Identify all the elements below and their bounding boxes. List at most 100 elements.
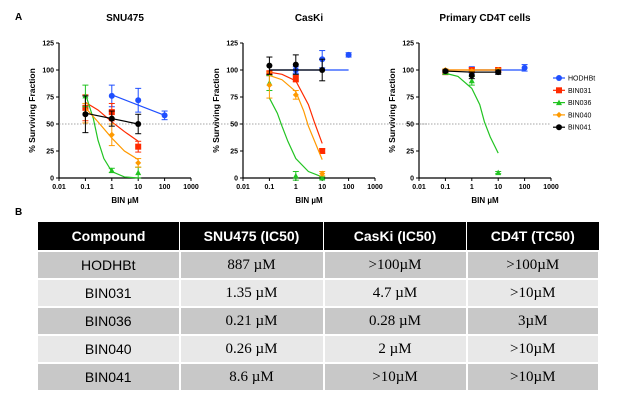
legend-label: BIN041 (568, 125, 591, 132)
value-cell: 887 µM (179, 250, 325, 279)
value-cell: 0.26 µM (179, 334, 325, 363)
legend-marker-circle-icon (556, 75, 562, 81)
compound-cell: BIN041 (38, 362, 181, 390)
data-point (292, 172, 299, 179)
legend-item-bin031: BIN031 (553, 87, 591, 95)
data-point (135, 97, 142, 104)
data-point (292, 61, 299, 68)
value-cell: 0.28 µM (323, 306, 468, 335)
x-tick-label: 0.1 (441, 184, 451, 191)
x-tick-label: 0.01 (52, 184, 66, 191)
panel-label-b: B (15, 207, 23, 218)
chart-2: Primary CD4T cells BIN µM % Surviving Frac… (387, 13, 559, 205)
value-cell: >10µM (323, 362, 468, 390)
y-tick-label: 75 (230, 95, 238, 102)
compound-cell: BIN031 (38, 278, 181, 307)
y-tick-label: 125 (42, 41, 54, 48)
table-row: BIN041 8.6 µM >10µM >10µM (38, 362, 600, 390)
series-hodhbt (108, 84, 168, 121)
x-tick-label: 1 (110, 184, 114, 191)
ic50-table: Compound SNU475 (IC50) CasKi (IC50) CD4T… (38, 222, 600, 390)
y-axis-label: % Surviving Fraction (27, 68, 37, 153)
header-snu475: SNU475 (IC50) (179, 222, 324, 251)
x-tick-label: 0.1 (265, 184, 275, 191)
x-tick-label: 100 (343, 184, 355, 191)
y-tick-label: 25 (406, 149, 414, 156)
x-tick-label: 1 (470, 184, 474, 191)
data-point (495, 69, 502, 76)
y-tick-label: 100 (42, 68, 54, 75)
value-cell: 2 µM (323, 334, 468, 363)
data-point (319, 175, 326, 181)
x-tick-label: 100 (519, 184, 531, 191)
series-bin031 (266, 70, 326, 154)
data-point (135, 143, 142, 150)
x-axis-label: BIN µM (295, 196, 323, 205)
series-bin040 (266, 71, 326, 177)
value-cell: >100µM (466, 250, 600, 279)
y-tick-label: 125 (402, 41, 414, 48)
table-row: HODHBt 887 µM >100µM >100µM (38, 250, 600, 279)
compound-cell: HODHBt (38, 250, 181, 279)
value-cell: >10µM (466, 278, 600, 307)
y-tick-label: 0 (410, 176, 414, 183)
data-point (161, 112, 168, 119)
legend-item-bin040: BIN040 (553, 111, 591, 119)
y-tick-label: 125 (226, 41, 238, 48)
series-bin041 (82, 95, 142, 135)
compound-cell: BIN036 (38, 306, 181, 335)
fit-curve (84, 93, 139, 179)
y-tick-label: 50 (406, 122, 414, 129)
data-point (108, 131, 115, 138)
data-point (442, 68, 449, 75)
y-tick-label: 50 (230, 122, 238, 129)
table-row: BIN040 0.26 µM 2 µM >10µM (38, 334, 600, 363)
value-cell: >100µM (323, 250, 468, 279)
legend-label: HODHBt (568, 76, 595, 83)
y-tick-label: 25 (230, 149, 238, 156)
value-cell: 8.6 µM (179, 362, 325, 390)
data-point (292, 75, 299, 82)
data-point (135, 121, 142, 127)
data-point (495, 169, 502, 176)
data-point (319, 170, 326, 177)
y-tick-label: 0 (234, 176, 238, 183)
x-tick-label: 10 (134, 184, 142, 191)
legend-marker-triangle-icon (556, 99, 562, 106)
legend: HODHBt BIN031 BIN036 BIN040 BIN041 (553, 75, 595, 132)
dose-response-charts: SNU475 BIN µM % Surviving Fraction 0 25 50 75 1… (27, 13, 595, 205)
data-point (521, 64, 528, 71)
header-compound: Compound (38, 222, 180, 251)
x-tick-label: 10 (494, 184, 502, 191)
data-point (345, 51, 352, 58)
series-bin041 (442, 68, 502, 80)
data-point (468, 77, 475, 84)
x-tick-label: 0.01 (412, 184, 426, 191)
legend-item-bin036: BIN036 (553, 99, 591, 107)
y-tick-label: 0 (50, 176, 54, 183)
x-tick-label: 0.01 (236, 184, 250, 191)
fit-curve (268, 97, 323, 178)
data-point (266, 62, 273, 69)
compound-cell: BIN040 (38, 334, 181, 363)
value-cell: 3µM (466, 306, 600, 335)
fit-curve (445, 72, 499, 154)
legend-item-hodhbt: HODHBt (553, 75, 595, 83)
data-point (108, 92, 115, 99)
y-tick-label: 25 (46, 149, 54, 156)
x-tick-label: 1 (294, 184, 298, 191)
x-axis-label: BIN µM (111, 196, 139, 205)
panel-label-a: A (15, 12, 23, 23)
y-tick-label: 75 (406, 95, 414, 102)
y-tick-label: 100 (226, 68, 238, 75)
x-tick-label: 1000 (367, 184, 383, 191)
data-point (319, 148, 326, 154)
table-header-row: Compound SNU475 (IC50) CasKi (IC50) CD4T… (38, 222, 600, 251)
fit-curve (269, 74, 323, 160)
chart-title: CasKi (295, 13, 324, 24)
legend-marker-diamond-icon (556, 111, 562, 118)
data-point (266, 82, 273, 89)
legend-label: BIN040 (568, 112, 591, 119)
x-tick-label: 10 (318, 184, 326, 191)
